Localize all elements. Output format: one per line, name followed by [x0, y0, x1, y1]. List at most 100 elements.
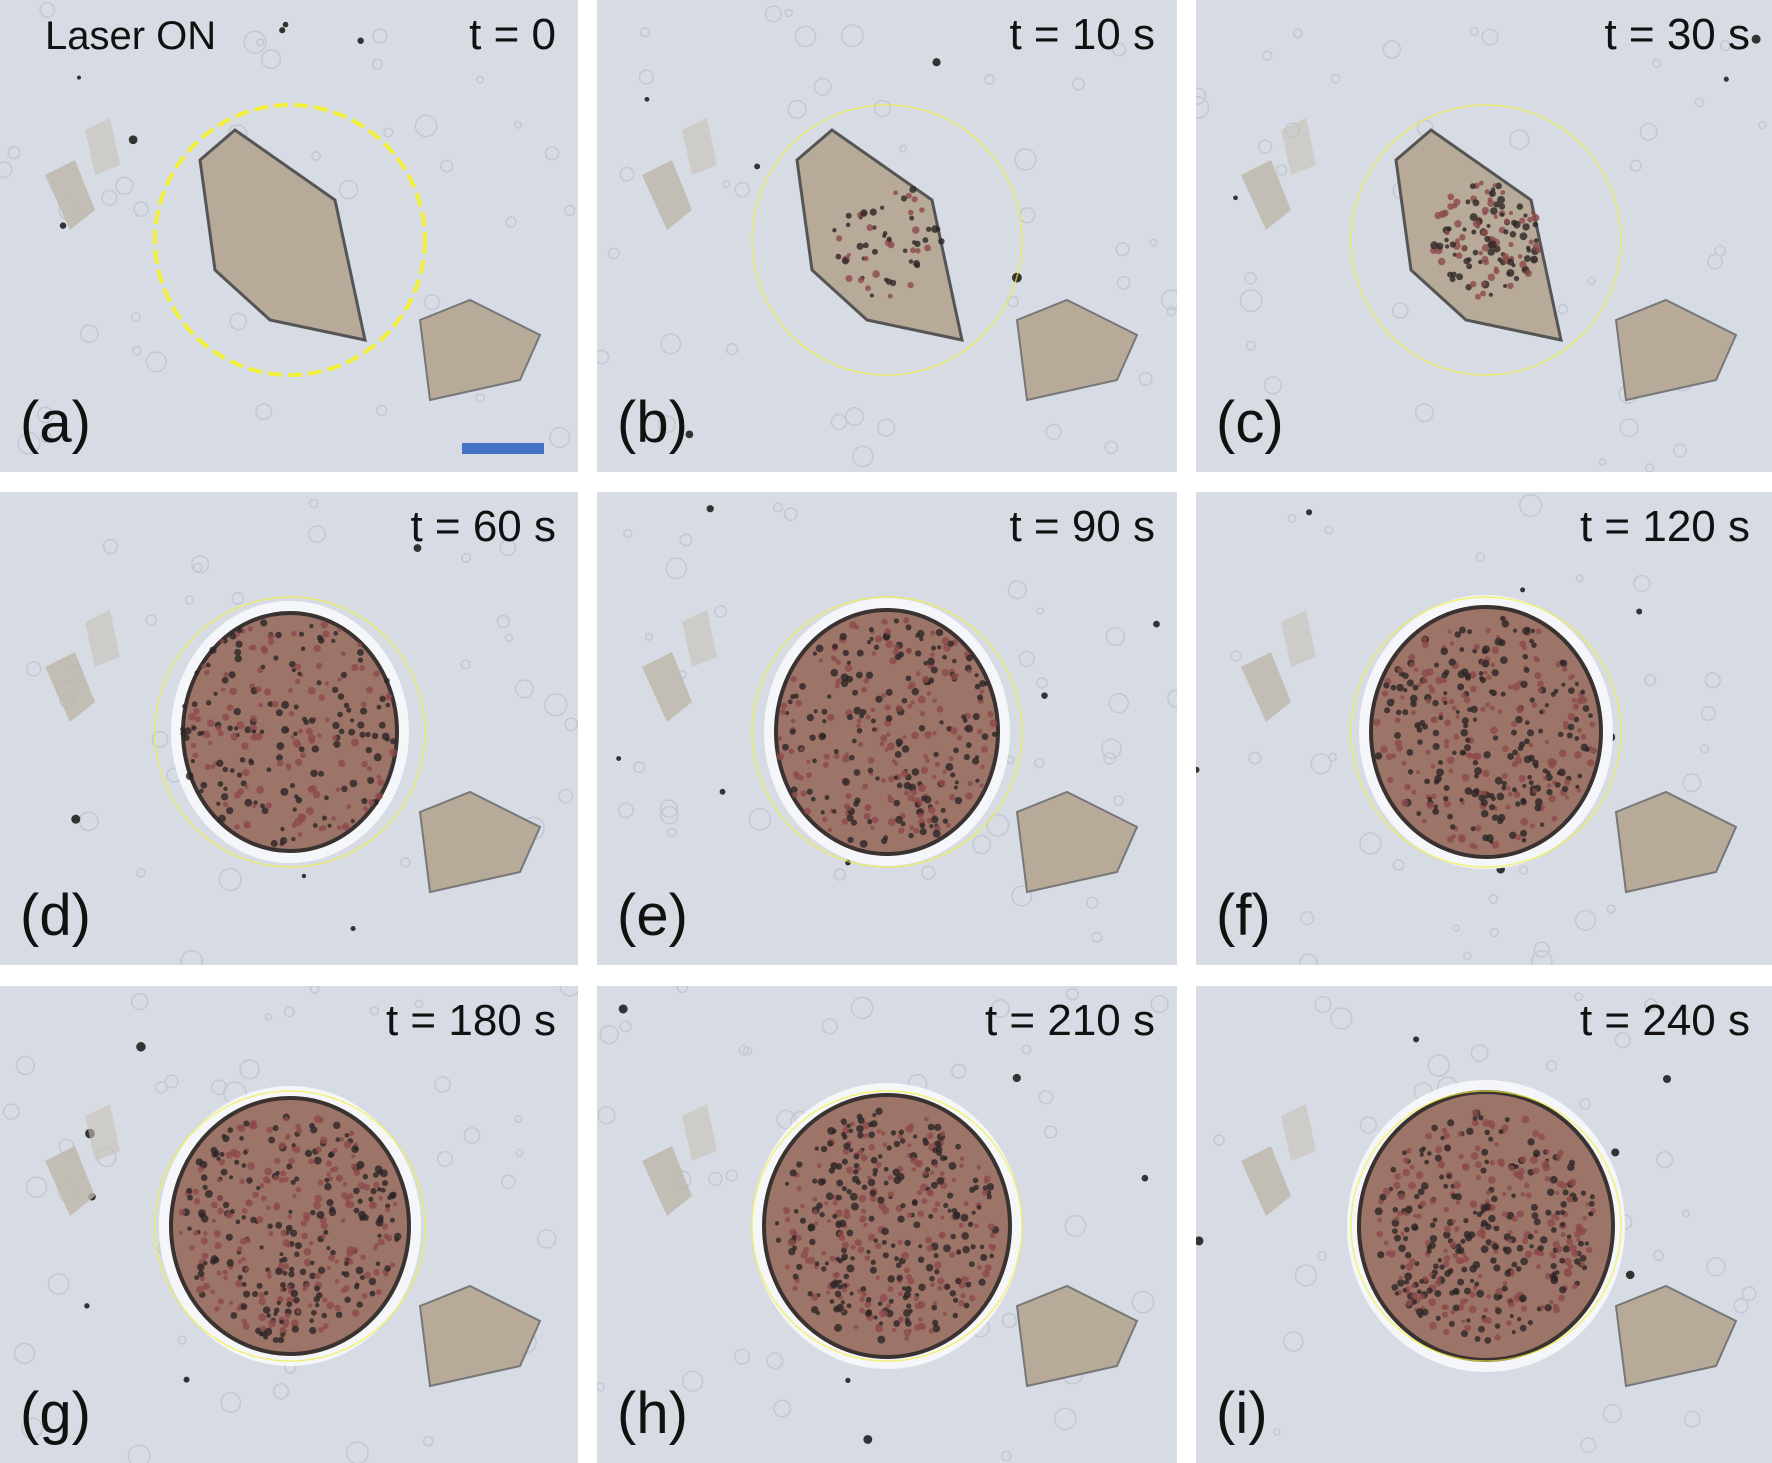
debris	[1300, 911, 1315, 926]
speckle	[1562, 720, 1569, 727]
speckle	[229, 1175, 234, 1180]
speckle	[926, 1132, 934, 1139]
speckle	[236, 627, 243, 634]
speckle	[1404, 1279, 1410, 1285]
speckle	[893, 775, 899, 780]
speckle	[903, 1267, 910, 1274]
speckle	[1465, 674, 1472, 681]
speckle	[1373, 718, 1381, 727]
speckle	[846, 805, 851, 811]
speckle	[830, 1280, 838, 1289]
speckle	[1529, 697, 1535, 703]
debris	[984, 74, 995, 85]
speckle	[917, 812, 924, 819]
speckle	[835, 253, 842, 260]
speckle	[247, 1162, 256, 1171]
debris	[1359, 1116, 1378, 1134]
dark-particle	[1153, 620, 1160, 628]
speckle	[1481, 659, 1490, 668]
speckle	[1458, 1257, 1465, 1264]
speckle	[923, 660, 928, 666]
debris	[1112, 42, 1127, 57]
speckle	[241, 1207, 248, 1214]
speckle	[1575, 784, 1580, 789]
speckle	[261, 807, 269, 815]
speckle	[815, 644, 824, 653]
speckle	[829, 1255, 836, 1262]
speckle	[1575, 1223, 1583, 1231]
speckle	[268, 1136, 276, 1144]
speckle	[342, 1181, 348, 1187]
speckle	[389, 748, 398, 757]
speckle	[938, 238, 945, 245]
debris	[813, 77, 832, 96]
debris	[1574, 992, 1584, 1002]
speckle	[1506, 1211, 1515, 1220]
speckle	[273, 655, 279, 661]
debris	[1101, 738, 1122, 760]
speckle	[1487, 199, 1495, 207]
speckle	[365, 731, 371, 738]
speckle	[1480, 1245, 1489, 1254]
speckle	[932, 1207, 938, 1213]
panel-letter: (h)	[617, 1381, 688, 1446]
small-crystal	[45, 160, 95, 230]
speckle	[286, 1301, 293, 1308]
speckle	[1474, 293, 1481, 300]
speckle	[294, 1251, 300, 1258]
speckle	[390, 738, 397, 745]
speckle	[222, 801, 229, 808]
speckle	[864, 1255, 871, 1261]
debris	[1244, 271, 1257, 285]
speckle	[1469, 183, 1476, 190]
speckle	[1460, 1238, 1466, 1244]
speckle	[863, 1223, 868, 1228]
speckle	[851, 1175, 860, 1184]
speckle	[1402, 1288, 1407, 1293]
speckle	[307, 687, 316, 695]
speckle	[1582, 1215, 1588, 1221]
debris	[1104, 440, 1119, 455]
speckle	[1568, 1178, 1577, 1187]
speckle	[979, 689, 985, 694]
laser-on-label: Laser ON	[45, 14, 217, 58]
speckle	[978, 1278, 986, 1286]
speckle	[919, 207, 925, 213]
speckle	[870, 825, 875, 830]
dark-particle	[84, 1303, 90, 1309]
speckle	[200, 1174, 208, 1181]
speckle	[1484, 1317, 1492, 1324]
debris	[787, 99, 807, 119]
speckle	[1571, 698, 1577, 703]
panel-g: t = 180 s (g)	[0, 986, 578, 1463]
debris	[514, 679, 534, 699]
speckle	[1528, 742, 1534, 748]
speckle	[782, 743, 789, 751]
speckle	[217, 1298, 224, 1305]
debris	[599, 1024, 619, 1045]
speckle	[1468, 1305, 1477, 1314]
speckle	[1484, 1129, 1490, 1136]
speckle	[1539, 1236, 1548, 1244]
speckle	[989, 1253, 994, 1259]
speckle	[842, 649, 849, 657]
speckle	[904, 1239, 911, 1247]
speckle	[1512, 1170, 1520, 1177]
speckle	[203, 1231, 208, 1236]
debris	[1470, 1044, 1489, 1062]
speckle	[1390, 684, 1397, 691]
speckle	[792, 1285, 798, 1292]
speckle	[907, 703, 913, 709]
speckle	[336, 825, 342, 830]
speckle	[1588, 1211, 1593, 1216]
speckle	[334, 1278, 340, 1284]
speckle	[192, 708, 200, 715]
debris	[1044, 1125, 1058, 1139]
speckle	[845, 212, 852, 219]
speckle	[1491, 1243, 1499, 1251]
speckle	[877, 1301, 883, 1306]
speckle	[350, 738, 359, 747]
debris	[7, 146, 21, 160]
speckle	[964, 1277, 969, 1282]
speckle	[949, 794, 956, 801]
